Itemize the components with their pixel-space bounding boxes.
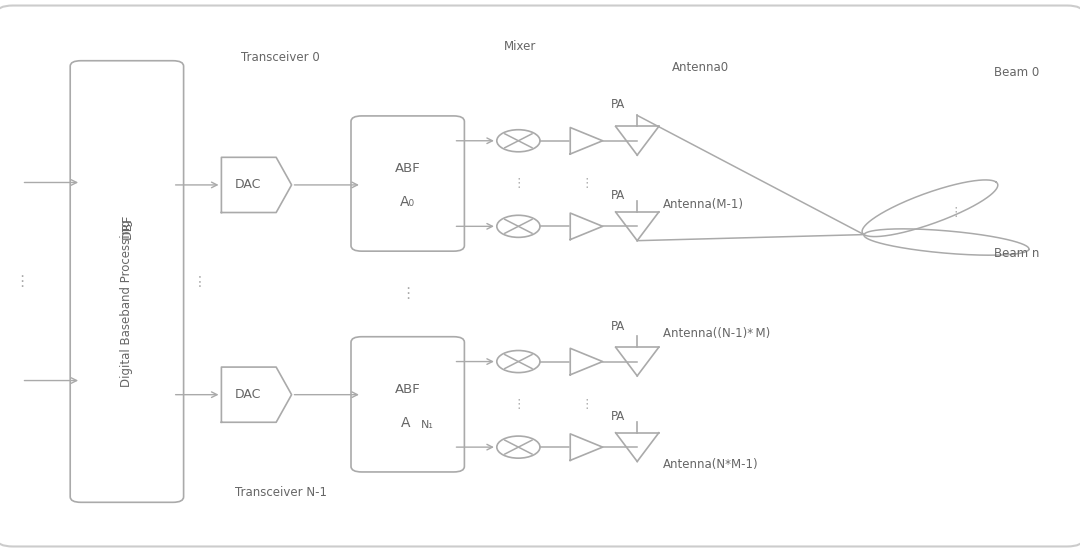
Text: ⋮: ⋮ — [193, 274, 206, 289]
Text: A: A — [401, 416, 410, 430]
Text: DBF: DBF — [120, 214, 134, 239]
Text: ⋮: ⋮ — [400, 286, 416, 301]
Text: Transceiver 0: Transceiver 0 — [242, 51, 320, 65]
Text: Antenna(N*M-1): Antenna(N*M-1) — [663, 458, 759, 471]
FancyBboxPatch shape — [351, 337, 464, 472]
Text: PA: PA — [611, 410, 625, 423]
Text: PA: PA — [611, 98, 625, 112]
Polygon shape — [221, 157, 292, 213]
FancyBboxPatch shape — [351, 116, 464, 251]
FancyBboxPatch shape — [0, 6, 1080, 546]
Text: Antenna0: Antenna0 — [672, 61, 729, 74]
Text: Antenna((N-1)* M): Antenna((N-1)* M) — [663, 327, 770, 341]
Text: N₁: N₁ — [421, 421, 433, 431]
Polygon shape — [570, 213, 603, 240]
Text: ABF: ABF — [395, 162, 420, 175]
Text: ⋮: ⋮ — [580, 177, 593, 190]
Text: A₀: A₀ — [401, 195, 415, 209]
Text: Antenna(M-1): Antenna(M-1) — [663, 198, 744, 211]
Polygon shape — [221, 367, 292, 422]
Text: DAC: DAC — [234, 388, 261, 401]
Polygon shape — [570, 128, 603, 154]
Text: PA: PA — [611, 320, 625, 333]
Text: Mixer: Mixer — [504, 40, 537, 54]
Text: ABF: ABF — [395, 383, 420, 396]
Text: Beam 0: Beam 0 — [994, 66, 1039, 79]
Polygon shape — [570, 348, 603, 375]
Text: PA: PA — [611, 189, 625, 203]
Polygon shape — [570, 434, 603, 460]
FancyBboxPatch shape — [70, 61, 184, 502]
Text: Beam n: Beam n — [994, 247, 1039, 261]
Text: ⋮: ⋮ — [580, 398, 593, 411]
Text: DAC: DAC — [234, 178, 261, 192]
Text: ⋮: ⋮ — [949, 206, 962, 219]
Text: ⋮: ⋮ — [14, 274, 29, 289]
Text: ⋮: ⋮ — [512, 177, 525, 190]
Text: Digital Baseband Processing: Digital Baseband Processing — [120, 220, 134, 388]
Text: Transceiver N-1: Transceiver N-1 — [234, 486, 327, 499]
Text: ⋮: ⋮ — [512, 398, 525, 411]
